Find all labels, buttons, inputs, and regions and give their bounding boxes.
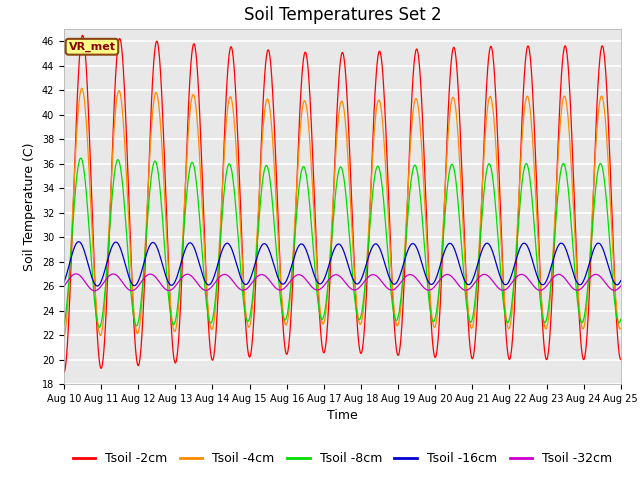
Tsoil -32cm	[247, 281, 255, 287]
Tsoil -32cm	[72, 271, 80, 276]
Tsoil -16cm	[552, 250, 559, 255]
Tsoil -32cm	[552, 273, 559, 278]
Tsoil -4cm	[246, 320, 254, 326]
Tsoil -2cm	[502, 329, 509, 335]
Tsoil -2cm	[171, 359, 179, 365]
Tsoil -4cm	[551, 212, 559, 217]
Tsoil -4cm	[184, 132, 192, 137]
Text: VR_met: VR_met	[68, 42, 115, 52]
Tsoil -16cm	[247, 275, 255, 280]
Tsoil -2cm	[60, 369, 68, 375]
Tsoil -8cm	[95, 324, 103, 330]
Tsoil -4cm	[171, 329, 179, 335]
Tsoil -32cm	[172, 284, 179, 289]
Tsoil -8cm	[247, 308, 255, 314]
Tsoil -16cm	[502, 282, 510, 288]
Tsoil -2cm	[617, 357, 625, 362]
Tsoil -4cm	[60, 335, 68, 340]
Line: Tsoil -16cm: Tsoil -16cm	[64, 242, 621, 286]
Y-axis label: Soil Temperature (C): Soil Temperature (C)	[23, 142, 36, 271]
Tsoil -8cm	[617, 316, 625, 322]
Tsoil -16cm	[617, 277, 625, 283]
Tsoil -16cm	[60, 279, 68, 285]
Line: Tsoil -8cm: Tsoil -8cm	[64, 158, 621, 327]
Tsoil -32cm	[429, 285, 437, 290]
Tsoil -32cm	[91, 288, 99, 294]
Tsoil -8cm	[172, 319, 179, 325]
Title: Soil Temperatures Set 2: Soil Temperatures Set 2	[244, 6, 441, 24]
Tsoil -16cm	[185, 240, 193, 246]
Tsoil -2cm	[429, 345, 437, 351]
Legend: Tsoil -2cm, Tsoil -4cm, Tsoil -8cm, Tsoil -16cm, Tsoil -32cm: Tsoil -2cm, Tsoil -4cm, Tsoil -8cm, Tsoi…	[68, 447, 617, 470]
Tsoil -8cm	[185, 174, 193, 180]
Tsoil -2cm	[551, 222, 559, 228]
Tsoil -4cm	[429, 322, 437, 327]
Tsoil -4cm	[617, 325, 625, 331]
Tsoil -32cm	[60, 283, 68, 289]
Tsoil -2cm	[79, 33, 86, 38]
Tsoil -16cm	[172, 279, 179, 285]
Tsoil -8cm	[502, 318, 510, 324]
Tsoil -16cm	[429, 280, 437, 286]
Tsoil -8cm	[77, 155, 84, 161]
Line: Tsoil -4cm: Tsoil -4cm	[64, 88, 621, 337]
Line: Tsoil -32cm: Tsoil -32cm	[64, 274, 621, 291]
Tsoil -32cm	[185, 272, 193, 277]
Tsoil -4cm	[78, 85, 86, 91]
Tsoil -32cm	[617, 283, 625, 289]
Line: Tsoil -2cm: Tsoil -2cm	[64, 36, 621, 372]
Tsoil -32cm	[502, 286, 510, 292]
Tsoil -8cm	[552, 222, 559, 228]
Tsoil -4cm	[502, 312, 509, 318]
Tsoil -2cm	[246, 352, 254, 358]
Tsoil -8cm	[60, 323, 68, 328]
Tsoil -16cm	[93, 283, 101, 289]
Tsoil -16cm	[75, 239, 83, 245]
Tsoil -8cm	[429, 319, 437, 324]
Tsoil -2cm	[184, 109, 192, 115]
X-axis label: Time: Time	[327, 409, 358, 422]
